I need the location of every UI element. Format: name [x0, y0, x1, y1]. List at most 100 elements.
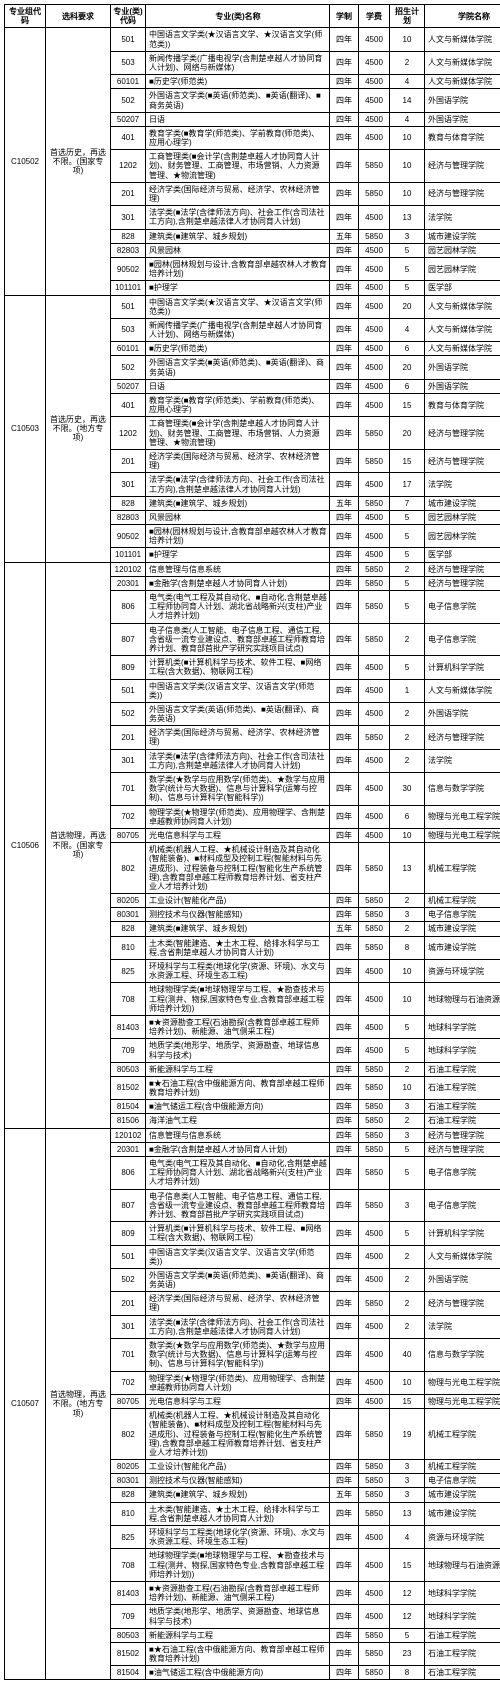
cell-major-name: 经济学类(国际经济与贸易、经济学、农林经济管理): [146, 449, 330, 472]
cell-duration: 四年: [330, 1315, 359, 1338]
cell-tuition: 4500: [359, 51, 390, 74]
cell-school: 人文与新媒体学院: [425, 342, 500, 356]
col-tuition: 学费: [359, 5, 390, 28]
cell-plan: 10: [390, 960, 425, 983]
cell-duration: 四年: [330, 1015, 359, 1038]
cell-tuition: 4500: [359, 1315, 390, 1338]
cell-major-code: 81502: [111, 1076, 146, 1099]
cell-tuition: 5850: [359, 1628, 390, 1642]
cell-major-code: 80301: [111, 1474, 146, 1488]
cell-tuition: 5850: [359, 1076, 390, 1099]
cell-tuition: 4500: [359, 1526, 390, 1549]
cell-major-code: 806: [111, 1157, 146, 1190]
cell-major-code: 807: [111, 1189, 146, 1222]
cell-school: 经济与管理学院: [425, 150, 500, 183]
cell-major-code: 60101: [111, 342, 146, 356]
table-header: 专业组代码 选科要求 专业(类)代码 专业(类)名称 学制 学费 招生计划 学院…: [5, 5, 500, 28]
cell-tuition: 4500: [359, 1015, 390, 1038]
cell-plan: 3: [390, 229, 425, 243]
cell-major-name: 测控技术与仪器(智能感知): [146, 908, 330, 922]
cell-major-code: 802: [111, 843, 146, 894]
cell-plan: 3: [390, 1488, 425, 1502]
cell-school: 地球科学学院: [425, 1015, 500, 1038]
cell-duration: 四年: [330, 243, 359, 257]
cell-tuition: 4500: [359, 1394, 390, 1408]
cell-plan: 15: [390, 1549, 425, 1582]
cell-major-name: 工商管理类(■会计学(含荆楚卓越人才协同育人计划)、财务管理、工商管理、市场营销…: [146, 417, 330, 450]
cell-school: 外国语学院: [425, 1268, 500, 1291]
cell-school: 物理与光电工程学院: [425, 828, 500, 842]
cell-school: 城市建设学院: [425, 496, 500, 510]
cell-duration: 四年: [330, 1460, 359, 1474]
cell-subject-req: 首选物理，再选不限。(国家专项): [46, 562, 111, 1128]
cell-major-name: 法学类(■法学(含律师法方向)、社会工作(含司法社工方向),含荆楚卓越法律人才协…: [146, 473, 330, 496]
cell-major-name: 中国语言文学类(汉语言文学、汉语言文学(师范类)): [146, 1245, 330, 1268]
cell-tuition: 5850: [359, 1062, 390, 1076]
cell-duration: 四年: [330, 1526, 359, 1549]
cell-duration: 四年: [330, 908, 359, 922]
cell-school: 外国语学院: [425, 112, 500, 126]
cell-duration: 四年: [330, 773, 359, 806]
cell-duration: 四年: [330, 1268, 359, 1291]
cell-plan: 3: [390, 908, 425, 922]
cell-major-name: 海洋油气工程: [146, 1114, 330, 1128]
cell-school: 石油工程学院: [425, 1642, 500, 1665]
cell-plan: 5: [390, 525, 425, 548]
cell-tuition: 4500: [359, 510, 390, 524]
cell-duration: 四年: [330, 656, 359, 679]
cell-school: 石油工程学院: [425, 1666, 500, 1680]
cell-tuition: 4500: [359, 206, 390, 229]
cell-major-name: 电子信息类(人工智能、电子信息工程、通信工程,含省级一流专业建设点、教育部卓越工…: [146, 623, 330, 656]
cell-tuition: 5850: [359, 449, 390, 472]
cell-school: 经济与管理学院: [425, 182, 500, 205]
cell-tuition: 4500: [359, 1339, 390, 1372]
cell-plan: 15: [390, 394, 425, 417]
cell-plan: 19: [390, 1409, 425, 1460]
cell-duration: 四年: [330, 960, 359, 983]
cell-major-code: 828: [111, 496, 146, 510]
cell-major-name: 风景园林: [146, 243, 330, 257]
cell-plan: 8: [390, 1666, 425, 1680]
cell-tuition: 4500: [359, 656, 390, 679]
cell-tuition: 5850: [359, 623, 390, 656]
cell-major-name: 测控技术与仪器(智能感知): [146, 1474, 330, 1488]
cell-major-name: 机械类(机器人工程、★机械设计制造及其自动化(智能装备)、■材料成型及控制工程(…: [146, 1409, 330, 1460]
cell-duration: 四年: [330, 75, 359, 89]
cell-school: 机械工程学院: [425, 894, 500, 908]
cell-tuition: 4500: [359, 1371, 390, 1394]
cell-school: 经济与管理学院: [425, 1128, 500, 1142]
cell-duration: 四年: [330, 206, 359, 229]
cell-tuition: 4500: [359, 356, 390, 379]
cell-major-code: 120102: [111, 1128, 146, 1142]
cell-major-code: 502: [111, 89, 146, 112]
cell-major-name: 教育学类(■教育学(师范类)、学前教育(师范类)、应用心理学): [146, 394, 330, 417]
col-duration: 学制: [330, 5, 359, 28]
cell-school: 物理与光电工程学院: [425, 1371, 500, 1394]
cell-tuition: 4500: [359, 773, 390, 806]
cell-plan: 10: [390, 28, 425, 51]
cell-major-name: 物理学类(★物理学(师范类)、应用物理学、含荆楚卓越教师协同育人计划): [146, 1371, 330, 1394]
cell-duration: 四年: [330, 562, 359, 576]
cell-plan: 10: [390, 1371, 425, 1394]
cell-school: 石油工程学院: [425, 1114, 500, 1128]
cell-group-code: C10506: [5, 562, 46, 1128]
table-row: C10506首选物理，再选不限。(国家专项)120102信息管理与信息系统四年5…: [5, 562, 500, 576]
cell-tuition: 5850: [359, 182, 390, 205]
cell-school: 教育与体育学院: [425, 126, 500, 149]
cell-major-code: 810: [111, 936, 146, 959]
cell-tuition: 5850: [359, 726, 390, 749]
cell-duration: 四年: [330, 1222, 359, 1245]
cell-school: 人文与新媒体学院: [425, 318, 500, 341]
cell-plan: 3: [390, 1128, 425, 1142]
cell-plan: 5: [390, 1039, 425, 1062]
cell-major-name: ■★石油工程(含中俄能源方向、教育部卓越工程师教育培养计划): [146, 1076, 330, 1099]
cell-major-code: 80705: [111, 1394, 146, 1408]
cell-school: 石油工程学院: [425, 1100, 500, 1114]
cell-major-code: 82803: [111, 243, 146, 257]
table-row: C10507首选物理，再选不限。(地方专项)120102信息管理与信息系统四年5…: [5, 1128, 500, 1142]
cell-duration: 四年: [330, 342, 359, 356]
cell-major-name: 物理学类(★物理学(师范类)、应用物理学、含荆楚卓越教师协同育人计划): [146, 805, 330, 828]
cell-duration: 四年: [330, 1394, 359, 1408]
cell-major-code: 50207: [111, 112, 146, 126]
cell-duration: 四年: [330, 126, 359, 149]
